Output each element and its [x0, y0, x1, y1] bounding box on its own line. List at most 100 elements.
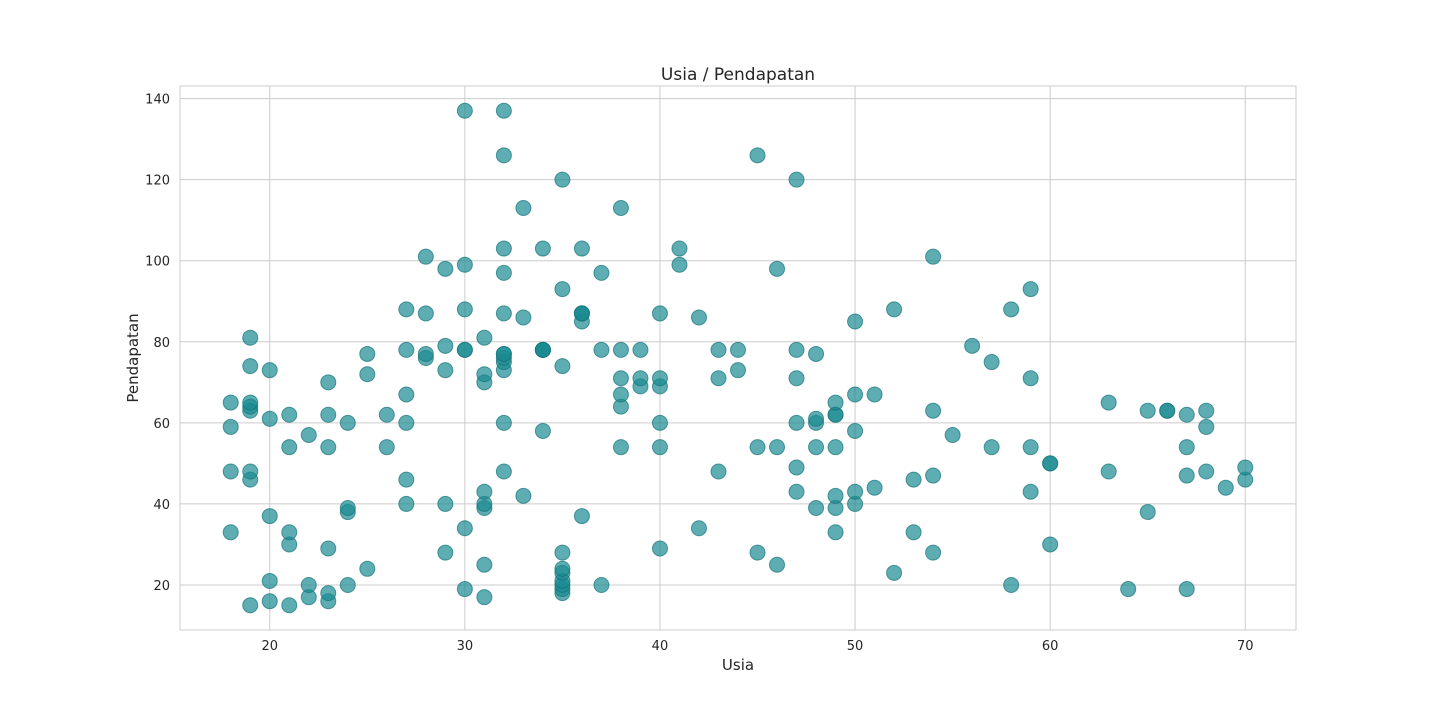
data-point	[261, 362, 278, 379]
data-point	[261, 508, 278, 525]
y-tick-label: 60	[153, 417, 170, 432]
data-point	[222, 524, 239, 541]
x-tick-label: 50	[847, 639, 864, 654]
data-point	[827, 394, 844, 411]
data-point	[671, 240, 688, 257]
x-tick-label: 40	[652, 639, 669, 654]
data-point	[437, 260, 454, 277]
data-point	[339, 577, 356, 594]
data-point	[847, 422, 864, 439]
data-point	[242, 329, 259, 346]
data-point	[495, 305, 512, 322]
data-point	[632, 370, 649, 387]
data-point	[593, 577, 610, 594]
data-point	[788, 341, 805, 358]
data-point	[632, 341, 649, 358]
data-point	[730, 341, 746, 358]
data-point	[554, 544, 571, 561]
data-point	[847, 386, 864, 403]
plot-frame	[179, 85, 1297, 631]
data-point	[222, 418, 239, 435]
data-point	[925, 544, 942, 561]
data-point	[1159, 402, 1176, 419]
data-point	[320, 439, 337, 456]
data-point	[905, 524, 922, 541]
data-point	[476, 329, 493, 346]
data-point	[1198, 418, 1215, 435]
data-point	[1178, 467, 1195, 484]
data-point	[827, 487, 844, 504]
data-point	[378, 406, 395, 423]
y-tick-label: 80	[153, 336, 170, 351]
data-point	[437, 337, 454, 354]
data-point	[359, 366, 376, 383]
data-point	[1178, 406, 1195, 423]
data-point	[339, 414, 356, 431]
data-point	[300, 427, 317, 444]
data-point	[398, 341, 415, 358]
data-point	[242, 597, 259, 614]
data-point	[651, 540, 668, 557]
data-point	[554, 281, 571, 298]
data-point	[476, 589, 493, 606]
data-point	[905, 471, 922, 488]
data-point	[1178, 439, 1195, 456]
y-tick-labels: 20 40 60 80 100 120 140	[145, 93, 170, 594]
data-point	[925, 402, 942, 419]
y-tick-label: 100	[145, 255, 170, 270]
y-tick-label: 120	[145, 174, 170, 189]
data-point	[417, 305, 434, 322]
data-point	[573, 240, 590, 257]
data-point	[417, 345, 434, 362]
data-point	[593, 264, 610, 281]
data-point	[808, 499, 825, 516]
data-point	[495, 147, 512, 164]
data-point	[1003, 301, 1020, 318]
data-point	[886, 564, 903, 581]
data-point	[612, 200, 629, 217]
data-point	[944, 427, 961, 444]
data-point	[651, 305, 668, 322]
data-point	[866, 386, 883, 403]
data-point	[456, 581, 473, 598]
data-point	[593, 341, 610, 358]
data-point	[398, 471, 415, 488]
data-point	[554, 560, 571, 577]
data-point	[671, 256, 688, 273]
data-point	[847, 483, 864, 500]
data-point	[222, 463, 239, 480]
x-tick-label: 30	[457, 639, 474, 654]
data-point	[651, 370, 668, 387]
chart-title: Usia / Pendapatan	[661, 65, 815, 85]
data-point	[495, 264, 512, 281]
data-point	[242, 358, 259, 375]
x-tick-label: 70	[1237, 639, 1254, 654]
data-point	[827, 439, 844, 456]
data-point	[1022, 439, 1039, 456]
data-point	[749, 147, 766, 164]
data-point	[495, 102, 512, 119]
data-point	[1139, 504, 1156, 521]
data-point	[573, 305, 590, 322]
data-point	[515, 309, 532, 326]
data-point	[476, 556, 493, 573]
data-point	[339, 499, 356, 516]
data-point	[515, 487, 532, 504]
data-point	[808, 410, 825, 427]
data-point	[788, 459, 805, 476]
data-point	[359, 560, 376, 577]
data-point	[495, 345, 512, 362]
data-point	[573, 508, 590, 525]
data-point	[281, 406, 298, 423]
data-point	[320, 374, 337, 391]
grid-lines	[180, 86, 1296, 630]
data-point	[1120, 581, 1137, 598]
data-point	[495, 240, 512, 257]
data-point	[690, 309, 707, 326]
data-point	[964, 337, 981, 354]
data-point	[456, 520, 473, 537]
data-point	[456, 102, 473, 119]
data-point	[925, 248, 942, 265]
data-point	[554, 171, 571, 188]
